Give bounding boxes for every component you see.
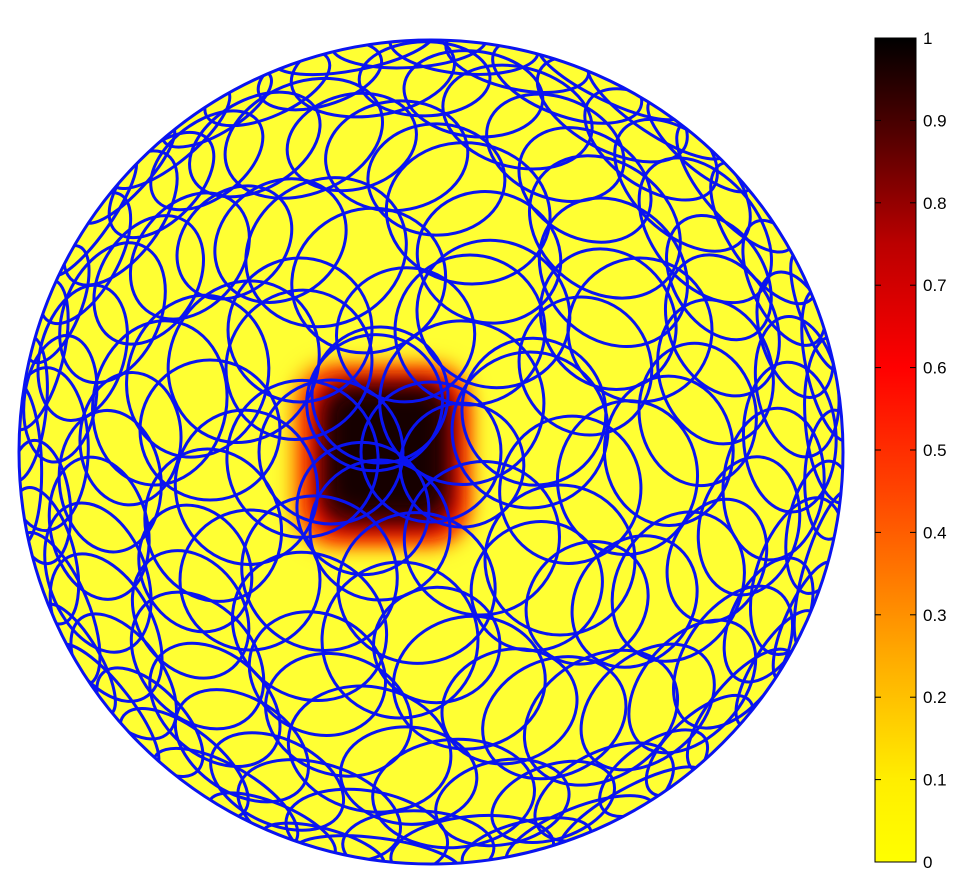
- patch-outline: [389, 813, 556, 864]
- patch-outline: [803, 408, 843, 541]
- patch-outline: [517, 295, 654, 437]
- patch-outline: [19, 438, 73, 566]
- patch-outline: [357, 40, 492, 118]
- patch-outline: [656, 298, 775, 446]
- patch-outline: [226, 256, 374, 404]
- patch-outline: [481, 655, 628, 781]
- colorbar-tick-label: 0.9: [923, 111, 947, 130]
- colorbar-tick-label: 1: [923, 29, 932, 48]
- patch-outline: [230, 550, 389, 703]
- patch-outline: [308, 458, 452, 602]
- colorbar: 0 0.1 0.2 0.3 0.4 0.5 0.6 0.7 0.8 0.9 1: [874, 29, 947, 872]
- patch-outline: [450, 350, 610, 510]
- patch-outline: [366, 122, 507, 237]
- colorbar-tick-label: 0.4: [923, 523, 947, 542]
- colorbar-tick-label: 0: [923, 853, 932, 872]
- patch-outline: [178, 508, 322, 652]
- patch-outline: [490, 759, 617, 845]
- patch-outline: [224, 288, 374, 441]
- sphere-surface: [17, 38, 845, 866]
- colorbar-tick-label: 0.7: [923, 276, 947, 295]
- patch-outline: [460, 336, 608, 487]
- patch-outline: [339, 725, 479, 826]
- patch-outline: [517, 126, 653, 244]
- colorbar-tick-label: 0.5: [923, 441, 947, 460]
- colorbar-tick-label: 0.8: [923, 194, 947, 213]
- patch-outline: [498, 414, 643, 565]
- patch-outline: [566, 256, 714, 404]
- patch-outline: [415, 189, 563, 325]
- patch-outline: [58, 241, 167, 385]
- hotspot-core: [330, 392, 442, 512]
- patch-outline: [570, 534, 699, 669]
- patch-outline: [137, 503, 254, 634]
- patch-outline: [92, 214, 206, 346]
- patch-outline: [47, 455, 151, 601]
- colorbar-tick-label: 0.2: [923, 688, 947, 707]
- patch-outline: [128, 191, 251, 321]
- colorbar-tick-label: 0.6: [923, 359, 947, 378]
- patch-outline: [257, 378, 405, 526]
- patch-outline: [320, 560, 480, 720]
- patch-outline: [284, 787, 450, 864]
- patch-outline: [240, 494, 399, 653]
- patch-outline: [166, 279, 321, 444]
- patch-outline: [57, 408, 163, 554]
- patch-outline: [285, 91, 418, 193]
- patch-outline: [537, 196, 689, 349]
- patch-outline: [402, 460, 561, 617]
- patch-outline: [286, 684, 453, 814]
- patch-outline: [36, 283, 129, 422]
- patch-outline: [19, 486, 81, 626]
- patch-outline: [665, 497, 769, 624]
- patch-outline: [359, 380, 503, 524]
- patch-outline: [341, 809, 496, 864]
- patch-outline: [434, 757, 571, 848]
- patch-outline: [483, 483, 637, 637]
- patch-outline: [524, 540, 650, 666]
- patch-outline: [91, 319, 229, 487]
- patch-outline: [138, 358, 282, 502]
- patch-outline: [391, 614, 547, 751]
- patch-outline: [371, 737, 537, 850]
- colorbar-tick-label: 0.3: [923, 606, 947, 625]
- colorbar-tick-label: 0.1: [923, 771, 947, 790]
- patch-outline: [637, 341, 758, 488]
- patch-outline: [610, 510, 746, 663]
- patch-outline: [310, 325, 450, 465]
- patch-outline: [665, 213, 773, 342]
- patch-outline: [78, 371, 183, 507]
- patch-outline: [393, 253, 547, 407]
- patch-outline: [784, 459, 843, 595]
- patch-outline: [209, 731, 346, 832]
- colorbar-ticks: 0 0.1 0.2 0.3 0.4 0.5 0.6 0.7 0.8 0.9 1: [875, 29, 947, 872]
- sphere-rim: [17, 38, 845, 866]
- colorbar-gradient: [874, 37, 917, 863]
